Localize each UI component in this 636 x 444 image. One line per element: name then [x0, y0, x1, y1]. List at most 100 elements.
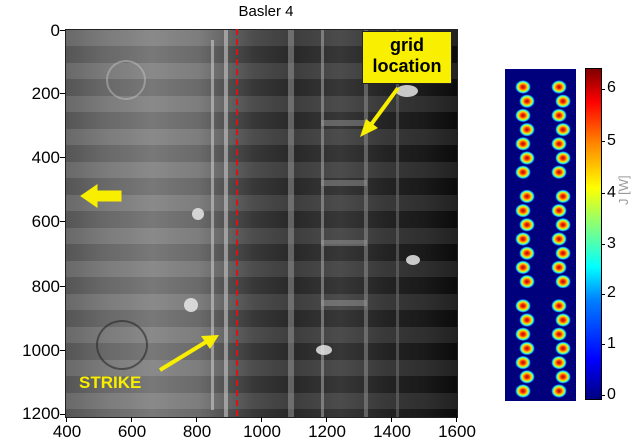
- heat-map-spot: [515, 108, 531, 123]
- image-bolt: [316, 345, 332, 355]
- heat-map-spot: [555, 94, 571, 109]
- colorbar-tick-mark: [601, 244, 605, 245]
- image-rail: [321, 120, 367, 126]
- heat-map-spot: [515, 298, 531, 313]
- heat-map-spot: [551, 165, 567, 180]
- y-tick-mark: [60, 221, 65, 222]
- strike-arrow-line: [158, 340, 208, 372]
- y-tick-mark: [60, 157, 65, 158]
- heat-map-spot: [515, 165, 531, 180]
- image-rail: [364, 30, 368, 417]
- colorbar-tick-label: 0: [607, 386, 616, 403]
- image-rail: [211, 40, 214, 410]
- heat-map-spot: [555, 369, 571, 384]
- heat-map-spot: [519, 341, 535, 356]
- image-rail: [321, 30, 324, 417]
- heat-map-spot: [555, 217, 571, 232]
- colorbar-tick-mark: [601, 294, 605, 295]
- x-tick-label: 800: [182, 422, 212, 441]
- colorbar-tick-label: 6: [607, 79, 616, 96]
- x-tick-mark: [131, 417, 132, 422]
- y-tick-label: 1200: [22, 404, 60, 423]
- x-tick-label: 1400: [373, 422, 411, 441]
- y-tick-label: 0: [50, 21, 60, 40]
- heat-map-spot: [515, 327, 531, 342]
- image-bolt: [406, 255, 420, 265]
- image-rail: [321, 300, 367, 306]
- heat-map-spot: [551, 260, 567, 275]
- y-tick-mark: [60, 30, 65, 31]
- heat-map-spot: [515, 203, 531, 218]
- y-tick-label: 800: [31, 277, 60, 296]
- heat-map-spot: [519, 274, 535, 289]
- image-bolt: [184, 298, 198, 312]
- image-rail: [321, 240, 367, 246]
- dashed-reference-line: [236, 29, 238, 416]
- heat-map-spot: [519, 122, 535, 137]
- image-rail: [224, 30, 228, 417]
- grid-location-arrowhead: [360, 119, 378, 137]
- image-bolt: [396, 85, 418, 97]
- heat-map-spot: [515, 355, 531, 370]
- x-tick-label: 1200: [308, 422, 346, 441]
- left-arrow: [80, 184, 122, 208]
- heat-map-spot: [519, 151, 535, 165]
- heat-map-spot: [551, 136, 567, 151]
- x-tick-label: 400: [52, 422, 82, 441]
- heat-map-spot: [551, 108, 567, 123]
- colorbar-tick-label: 3: [607, 235, 616, 252]
- image-rail: [321, 180, 367, 186]
- image-round-port: [106, 60, 146, 100]
- colorbar-label: J [W]: [616, 175, 631, 205]
- image-bolt: [192, 208, 204, 220]
- heat-map-spot: [519, 246, 535, 261]
- camera-image: [65, 29, 458, 418]
- colorbar-tick-label: 4: [607, 184, 616, 201]
- heat-map-spot: [519, 313, 535, 327]
- y-tick-label: 400: [31, 148, 60, 167]
- colorbar-tick-label: 5: [607, 132, 616, 149]
- x-tick-mark: [261, 417, 262, 422]
- grid-location-arrow-line: [368, 86, 400, 128]
- heat-map-spot: [555, 274, 571, 289]
- heat-map-spot: [555, 151, 571, 165]
- colorbar-tick-mark: [601, 344, 605, 345]
- grid-location-line-1: grid: [390, 35, 424, 55]
- heat-map-spot: [515, 260, 531, 275]
- heat-map-spot: [555, 246, 571, 261]
- strike-arrowhead: [201, 335, 219, 349]
- heat-map: [505, 69, 576, 401]
- x-tick-mark: [456, 417, 457, 422]
- x-tick-label: 1600: [438, 422, 476, 441]
- strike-label: STRIKE: [79, 373, 142, 392]
- heat-map-spot: [551, 327, 567, 342]
- grid-location-callout: grid location: [362, 31, 452, 84]
- y-tick-label: 600: [31, 212, 60, 231]
- colorbar-tick-label: 2: [607, 284, 616, 301]
- heat-map-spot: [519, 369, 535, 384]
- heat-map-spot: [519, 217, 535, 232]
- y-tick-mark: [60, 286, 65, 287]
- heat-map-spot: [551, 355, 567, 370]
- x-tick-mark: [391, 417, 392, 422]
- y-tick-mark: [60, 414, 65, 415]
- heat-map-spots: [515, 80, 571, 398]
- colorbar-tick-mark: [601, 141, 605, 142]
- heat-map-spot: [519, 189, 535, 204]
- colorbar-tick-mark: [601, 193, 605, 194]
- x-tick-mark: [196, 417, 197, 422]
- image-rail: [396, 30, 399, 417]
- heat-map-spot: [551, 80, 567, 94]
- colorbar-tick-label: 1: [607, 335, 616, 352]
- heat-map-spot: [551, 203, 567, 218]
- x-tick-mark: [326, 417, 327, 422]
- heat-map-spot: [551, 384, 567, 398]
- y-tick-label: 1000: [22, 341, 60, 360]
- x-tick-mark: [66, 417, 67, 422]
- colorbar-tick-mark: [601, 395, 605, 396]
- heat-map-spot: [551, 298, 567, 313]
- heat-map-spot: [555, 341, 571, 356]
- grid-location-line-2: location: [372, 56, 442, 76]
- y-tick-label: 200: [31, 84, 60, 103]
